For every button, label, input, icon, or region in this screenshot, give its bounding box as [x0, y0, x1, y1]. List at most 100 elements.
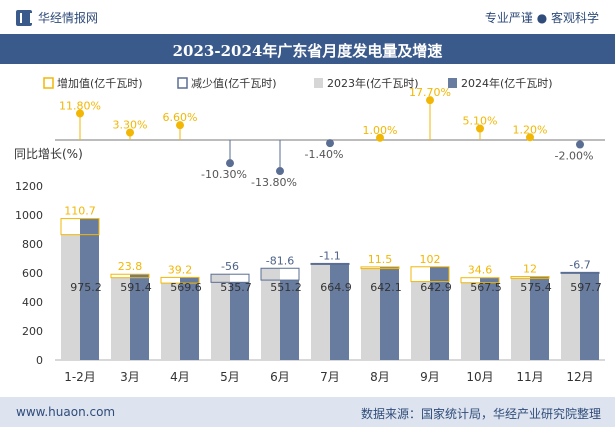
difference-label: 12: [523, 263, 537, 276]
tagline: 专业严谨 ● 客观科学: [484, 11, 599, 25]
x-tick-label: 11月: [516, 370, 543, 384]
difference-bracket: [360, 266, 400, 270]
x-tick-label: 3月: [120, 370, 140, 384]
growth-label: 5.10%: [463, 115, 498, 128]
bar-value-label: 551.2: [270, 281, 302, 294]
legend-label: 2023年(亿千瓦时): [327, 76, 419, 90]
brand: 华经情报网: [16, 9, 98, 26]
growth-label: -10.30%: [201, 168, 247, 181]
growth-point: [576, 140, 584, 149]
chart-area: 增加值(亿千瓦时) 减少值(亿千瓦时) 2023年(亿千瓦时) 2024年(亿千瓦时)…: [14, 76, 605, 384]
difference-bracket: [560, 271, 600, 274]
bar-value-label: 591.4: [120, 281, 152, 294]
y-tick-label: 0: [36, 354, 43, 367]
bar-value-label: 567.5: [470, 281, 502, 294]
legend-swatch-increase: [43, 77, 54, 89]
x-tick-label: 4月: [170, 370, 190, 384]
difference-bracket: [260, 267, 300, 281]
bar-2023: [561, 272, 580, 360]
difference-bracket: [310, 262, 350, 265]
bar-value-label: 569.6: [170, 281, 202, 294]
difference-label: -81.6: [266, 254, 294, 267]
bar-2023: [61, 234, 80, 360]
bar-value-label: 642.1: [370, 281, 402, 294]
x-tick-label: 8月: [370, 370, 390, 384]
difference-label: 102: [420, 253, 441, 266]
bar-2024: [280, 280, 299, 360]
bar-2024: [80, 218, 99, 360]
bar-value-label: 535.7: [220, 281, 252, 294]
difference-label: 39.2: [168, 263, 193, 276]
difference-label: 23.8: [118, 260, 143, 273]
legend-label: 2024年(亿千瓦时): [461, 76, 553, 90]
growth-point: [176, 121, 184, 130]
chart-title: 2023-2024年广东省月度发电量及增速: [172, 42, 443, 60]
x-tick-label: 6月: [270, 370, 290, 384]
difference-bracket: [410, 266, 450, 283]
x-tick-label: 12月: [566, 370, 593, 384]
bar-value-label: 975.2: [70, 281, 102, 294]
x-tick-label: 1-2月: [64, 370, 96, 384]
legend-swatch-b24: [448, 78, 457, 88]
growth-label: 1.20%: [513, 123, 548, 136]
bar-2024: [180, 277, 199, 360]
y-tick-label: 800: [22, 238, 43, 251]
growth-point: [426, 96, 434, 105]
brand-name: 华经情报网: [38, 11, 99, 25]
growth-label: -13.80%: [251, 176, 297, 189]
bar-2023: [211, 274, 230, 360]
growth-label: -1.40%: [305, 148, 344, 161]
growth-label: 6.60%: [163, 111, 198, 124]
top-bar: 华经情报网 专业严谨 ● 客观科学: [0, 0, 615, 34]
difference-label: -6.7: [569, 258, 590, 271]
growth-point: [526, 133, 534, 142]
growth-label: 3.30%: [113, 119, 148, 132]
growth-label: 11.80%: [59, 99, 101, 112]
bar-2024: [430, 266, 449, 360]
legend-label: 减少值(亿千瓦时): [191, 77, 277, 90]
growth-point: [326, 139, 334, 148]
difference-label: -1.1: [319, 249, 340, 262]
bar-2024: [480, 277, 499, 360]
bar-2023: [511, 278, 530, 360]
bar-2024: [330, 263, 349, 360]
y-tick-label: 400: [22, 296, 43, 309]
x-tick-label: 5月: [220, 370, 240, 384]
legend-label: 增加值(亿千瓦时): [57, 76, 143, 90]
x-tick-label: 10月: [466, 370, 493, 384]
bar-2024: [530, 276, 549, 360]
footer: www.huaon.com 数据来源：国家统计局，华经产业研究院整理: [0, 397, 615, 427]
y-tick-label: 1000: [15, 209, 43, 222]
bar-2023: [311, 263, 330, 360]
y-tick-label: 1200: [15, 180, 43, 193]
bar-2023: [361, 268, 380, 360]
bar-2023: [411, 281, 430, 360]
growth-point: [376, 133, 384, 142]
bar-value-label: 664.9: [320, 281, 352, 294]
difference-label: 34.6: [468, 264, 493, 277]
growth-point: [476, 124, 484, 133]
bar-2024: [380, 266, 399, 360]
growth-point: [276, 167, 284, 176]
difference-label: 11.5: [368, 253, 393, 266]
bar-value-label: 642.9: [420, 281, 452, 294]
difference-label: 110.7: [64, 205, 96, 218]
difference-bracket: [60, 218, 100, 236]
growth-label: -2.00%: [555, 150, 594, 163]
growth-point: [76, 109, 84, 118]
footer-website: www.huaon.com: [16, 405, 116, 419]
growth-label: 17.70%: [409, 86, 451, 99]
bar-2023: [261, 268, 280, 360]
bar-2023: [461, 282, 480, 360]
difference-bracket: [110, 273, 150, 279]
growth-label: 1.00%: [363, 124, 398, 137]
y-tick-label: 600: [22, 267, 43, 280]
growth-point: [126, 128, 134, 137]
growth-point: [226, 159, 234, 168]
difference-bracket: [210, 273, 250, 283]
bar-2024: [130, 274, 149, 360]
x-tick-label: 9月: [420, 370, 440, 384]
difference-bracket: [160, 276, 200, 284]
bar-value-label: 597.7: [570, 281, 602, 294]
difference-bracket: [460, 277, 500, 284]
